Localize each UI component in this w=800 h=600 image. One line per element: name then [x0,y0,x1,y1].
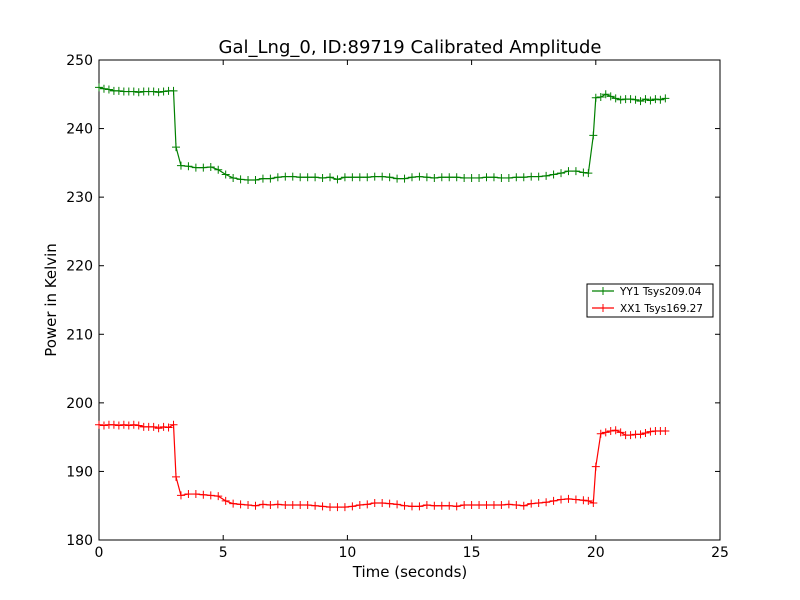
x-tick-label: 5 [219,545,228,561]
y-tick-label: 190 [66,464,93,480]
y-tick-label: 240 [66,122,93,138]
legend-label: YY1 Tsys209.04 [619,286,702,298]
legend-label: XX1 Tsys169.27 [620,303,703,315]
y-axis-label: Power in Kelvin [42,243,60,357]
y-tick-label: 230 [66,190,93,206]
x-tick-label: 20 [587,545,605,561]
y-tick-label: 210 [66,327,93,343]
chart-title: Gal_Lng_0, ID:89719 Calibrated Amplitude [219,37,602,58]
x-tick-label: 15 [463,545,481,561]
legend: YY1 Tsys209.04 XX1 Tsys169.27 [587,284,713,317]
y-tick-label: 250 [66,53,93,69]
x-axis-label: Time (seconds) [352,563,468,581]
x-tick-label: 25 [711,545,729,561]
chart-canvas: Gal_Lng_0, ID:89719 Calibrated Amplitude… [0,0,800,600]
x-tick-label: 0 [95,545,104,561]
y-tick-label: 200 [66,396,93,412]
y-tick-label: 180 [66,533,93,549]
y-tick-label: 220 [66,259,93,275]
x-tick-label: 10 [338,545,356,561]
